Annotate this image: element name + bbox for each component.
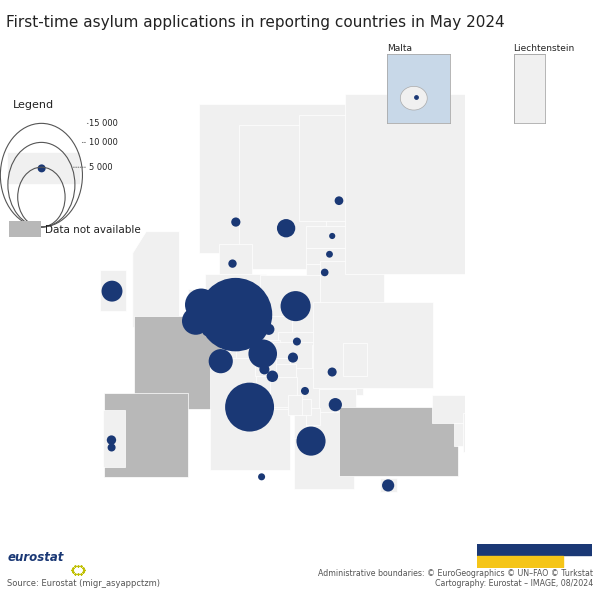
Point (257, 472, 266, 482)
Point (320, 268, 329, 277)
Point (325, 250, 334, 259)
Polygon shape (255, 361, 277, 376)
Polygon shape (463, 413, 498, 452)
Polygon shape (205, 274, 266, 357)
Polygon shape (305, 263, 339, 285)
Polygon shape (239, 125, 325, 269)
Text: 15 000: 15 000 (89, 119, 118, 128)
Polygon shape (302, 408, 320, 425)
Point (260, 365, 269, 374)
Polygon shape (314, 389, 356, 421)
Polygon shape (305, 226, 352, 248)
Polygon shape (299, 398, 311, 415)
Polygon shape (299, 115, 379, 221)
Polygon shape (320, 262, 384, 314)
Polygon shape (305, 248, 352, 263)
Polygon shape (432, 395, 476, 423)
Polygon shape (7, 152, 80, 184)
Polygon shape (210, 358, 290, 470)
Point (107, 286, 117, 296)
Polygon shape (205, 351, 236, 372)
Point (383, 481, 393, 490)
Point (258, 349, 268, 359)
Point (225, 353, 235, 362)
Point (216, 356, 226, 366)
Point (291, 301, 301, 311)
Text: Data not available: Data not available (45, 225, 140, 235)
Point (196, 300, 206, 310)
Point (328, 367, 337, 377)
Text: Administrative boundaries: © EuroGeographics © UN–FAO © Turkstat
Cartography: Eu: Administrative boundaries: © EuroGeograp… (318, 569, 593, 588)
Polygon shape (380, 478, 397, 492)
Polygon shape (199, 104, 372, 253)
Point (37, 164, 46, 173)
Polygon shape (514, 54, 545, 123)
Polygon shape (103, 410, 125, 467)
Polygon shape (204, 325, 209, 334)
Point (281, 223, 291, 233)
Polygon shape (346, 94, 465, 274)
Point (202, 327, 212, 337)
Polygon shape (278, 332, 316, 352)
Polygon shape (343, 343, 367, 376)
Polygon shape (134, 316, 221, 409)
Point (245, 402, 254, 412)
Point (107, 435, 116, 445)
Point (107, 443, 116, 452)
Point (412, 92, 421, 102)
Polygon shape (260, 275, 327, 338)
Polygon shape (293, 405, 306, 438)
Point (228, 259, 238, 268)
Polygon shape (133, 232, 179, 328)
Polygon shape (188, 289, 214, 320)
Polygon shape (219, 244, 253, 280)
Polygon shape (311, 346, 364, 395)
Polygon shape (291, 368, 319, 410)
Text: 10 000: 10 000 (89, 138, 118, 147)
Text: 5 000: 5 000 (89, 163, 113, 172)
Text: Legend: Legend (13, 100, 54, 110)
Polygon shape (182, 311, 209, 332)
Polygon shape (229, 340, 280, 365)
Point (331, 400, 340, 409)
Point (268, 371, 277, 381)
Point (328, 231, 337, 241)
Point (230, 310, 240, 319)
Polygon shape (289, 395, 302, 415)
FancyBboxPatch shape (10, 221, 41, 237)
Point (288, 353, 298, 362)
Polygon shape (256, 364, 296, 409)
Text: First-time asylum applications in reporting countries in May 2024: First-time asylum applications in report… (6, 15, 505, 30)
Point (334, 196, 344, 205)
Polygon shape (454, 419, 476, 446)
Text: Liechtenstein: Liechtenstein (514, 44, 575, 53)
Polygon shape (247, 316, 292, 343)
Polygon shape (273, 342, 318, 373)
Polygon shape (313, 302, 433, 388)
Text: eurostat: eurostat (7, 551, 64, 564)
Point (191, 316, 200, 326)
Polygon shape (339, 407, 458, 476)
Point (264, 325, 274, 334)
Point (292, 337, 302, 346)
Text: Malta: Malta (387, 44, 412, 53)
Text: Source: Eurostat (migr_asyappctzm): Source: Eurostat (migr_asyappctzm) (7, 579, 160, 588)
Point (300, 386, 310, 396)
Polygon shape (400, 86, 427, 110)
Point (306, 436, 316, 446)
Polygon shape (100, 270, 126, 311)
Polygon shape (104, 393, 188, 477)
Polygon shape (294, 412, 354, 489)
Point (231, 217, 241, 227)
Polygon shape (271, 377, 297, 407)
